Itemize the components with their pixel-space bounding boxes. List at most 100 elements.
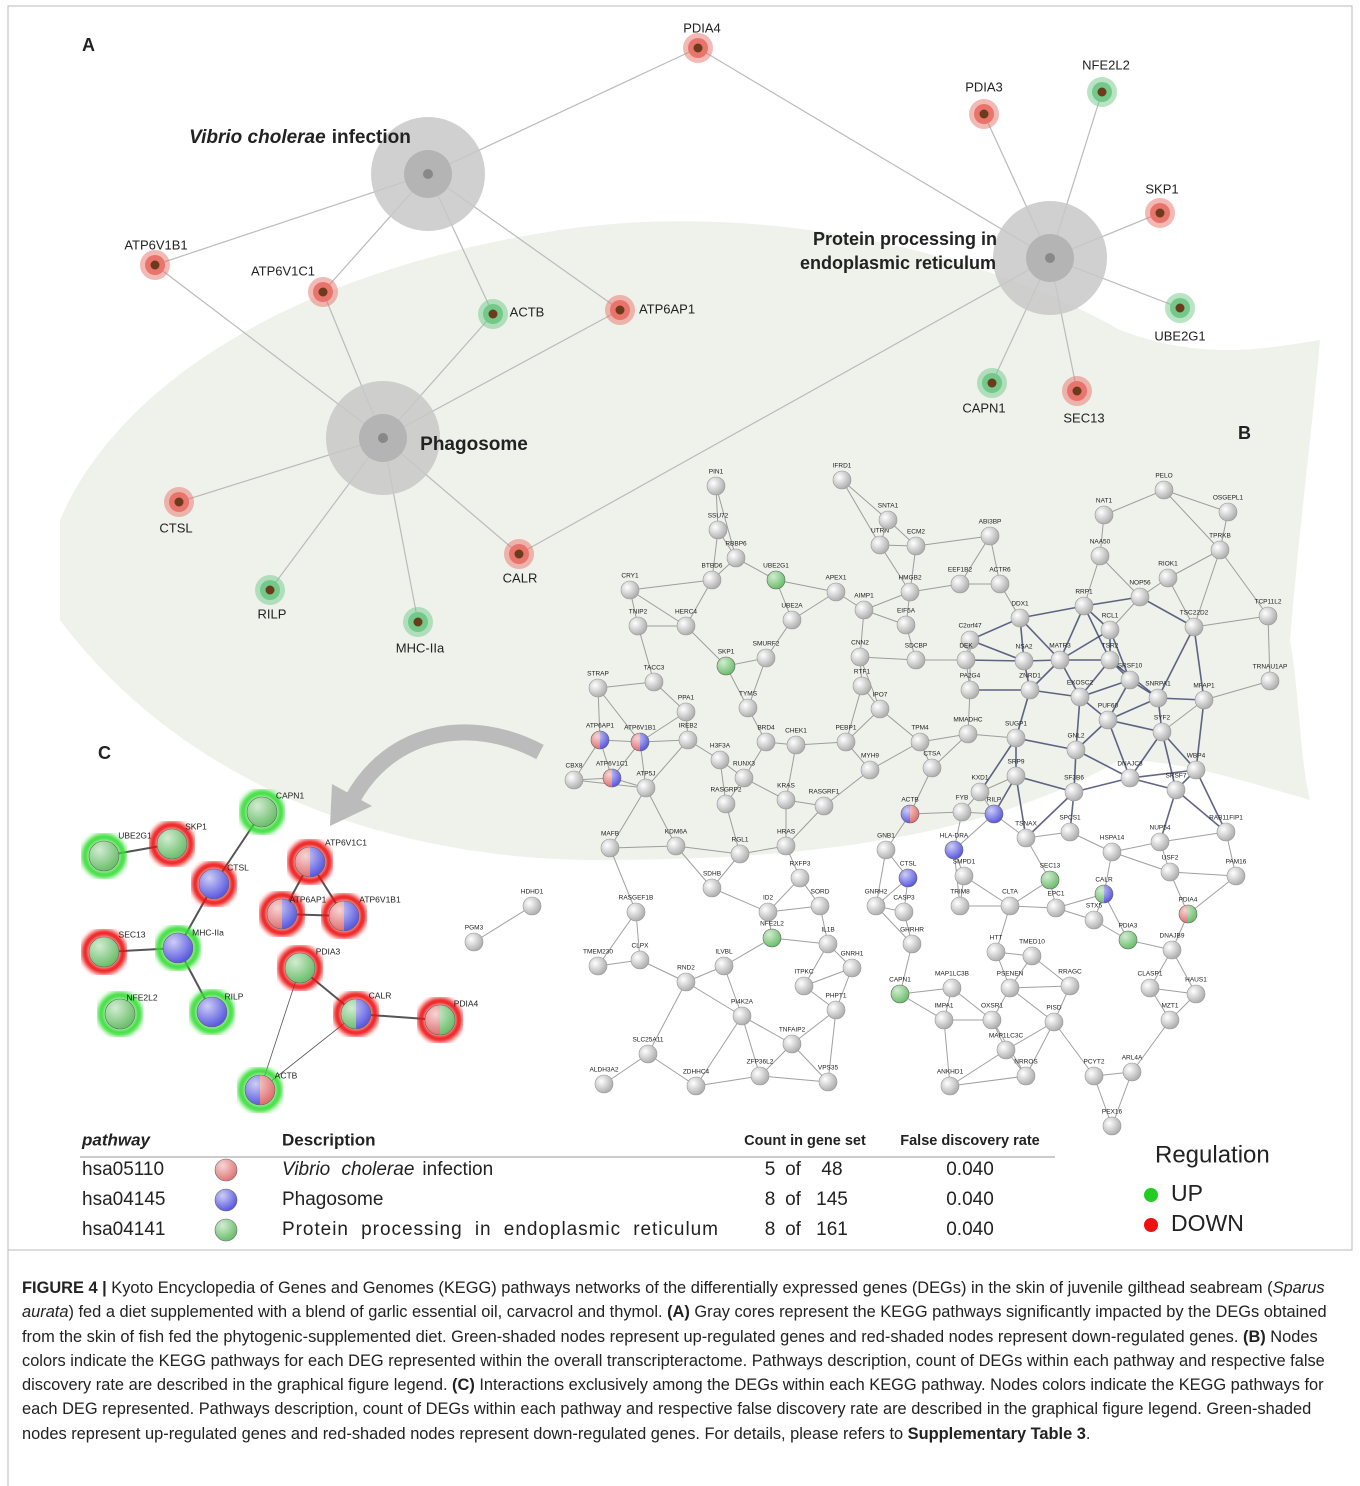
pathway-dot (423, 169, 433, 179)
network-node (861, 761, 879, 779)
gene-core (1176, 304, 1185, 313)
node-label: ZFP36L2 (747, 1059, 774, 1066)
caption-run: (C) (452, 1376, 475, 1394)
network-node (703, 879, 721, 897)
network-node (907, 537, 925, 555)
node-shine (603, 769, 621, 787)
gene-label: RILP (225, 991, 244, 1001)
pathway-label: Vibrio choleraeinfection (189, 127, 411, 148)
node-label: RRP1 (1075, 589, 1093, 596)
pathway-dot (1045, 253, 1055, 263)
caption-run: (A) (667, 1303, 690, 1321)
network-node (703, 571, 721, 589)
node-label: C2orf47 (958, 623, 982, 630)
network-node (837, 733, 855, 751)
network-node (1061, 823, 1079, 841)
gene-core (616, 306, 625, 315)
legend-title: Regulation (1155, 1141, 1270, 1168)
network-node (629, 617, 647, 635)
node-label: TRNAU1AP (1253, 664, 1288, 671)
node-label: IPO7 (873, 692, 888, 699)
node-label: NAT1 (1096, 498, 1113, 505)
network-node (997, 1041, 1015, 1059)
node-shine (1179, 905, 1197, 923)
network-node (727, 549, 745, 567)
network-node (1045, 1013, 1063, 1031)
node-label: TPM4 (911, 725, 929, 732)
node-label: ANKHD1 (937, 1069, 964, 1076)
network-node (595, 1075, 613, 1093)
node-label: H3F3A (710, 743, 731, 750)
node-label: PGM3 (465, 925, 484, 932)
network-node (987, 943, 1005, 961)
network-node (1153, 723, 1171, 741)
node-label: HTT (990, 935, 1003, 942)
network-edge (1054, 1022, 1094, 1076)
count: 8 (765, 1219, 776, 1240)
network-node (1015, 652, 1033, 670)
network-node (851, 648, 869, 666)
gene-core (489, 310, 498, 319)
node-label: RILP (987, 797, 1001, 804)
node-label: NRROS (1014, 1059, 1038, 1066)
network-node (1007, 729, 1025, 747)
node-label: EPC1 (1048, 891, 1065, 898)
node-shine (295, 847, 325, 877)
network-node (1161, 1011, 1179, 1029)
node-label: SMURF2 (753, 641, 780, 648)
table-header: False discovery rate (900, 1133, 1039, 1149)
node-label: SNTA1 (878, 503, 899, 510)
panel-label: B (1238, 423, 1251, 443)
node-label: SORD (811, 889, 830, 896)
node-label: NSA2 (1016, 644, 1033, 651)
gene-label: NFE2L2 (126, 992, 157, 1002)
node-label: PSENEN (997, 971, 1024, 978)
node-shine (1095, 885, 1113, 903)
network-node (1101, 651, 1119, 669)
gene-label: RILP (258, 606, 287, 621)
node-shine (631, 733, 649, 751)
node-label: PDIA3 (1119, 923, 1138, 930)
node-label: PEBP1 (836, 725, 857, 732)
node-label: HMGB2 (898, 575, 922, 582)
network-node (731, 845, 749, 863)
gene-label: ATP6V1C1 (251, 263, 315, 278)
network-edge (1170, 872, 1236, 876)
node-shine (89, 841, 119, 871)
network-edge (1132, 1020, 1170, 1072)
network-node (759, 903, 777, 921)
gene-core (414, 618, 423, 627)
node-label: HLA-DRA (940, 833, 969, 840)
network-node (819, 1073, 837, 1091)
network-node (871, 536, 889, 554)
network-node (895, 903, 913, 921)
pathway-dot (378, 433, 388, 443)
network-node (751, 1067, 769, 1085)
network-node (991, 575, 1009, 593)
node-shine (197, 997, 227, 1027)
node-label: ECM2 (907, 529, 925, 536)
gene-core (1156, 209, 1165, 218)
network-node (1149, 689, 1167, 707)
node-label: PHPT1 (826, 993, 847, 1000)
network-node (1061, 977, 1079, 995)
network-node (1131, 588, 1149, 606)
network-node (757, 649, 775, 667)
count-total: 161 (816, 1219, 848, 1240)
network-node (1071, 688, 1089, 706)
network-node (791, 869, 809, 887)
network-node (1155, 481, 1173, 499)
network-node (637, 779, 655, 797)
node-shine (899, 869, 917, 887)
network-node (1017, 1067, 1035, 1085)
node-label: NAA50 (1090, 539, 1111, 546)
node-label: RASGRP2 (710, 787, 741, 794)
network-node (1259, 607, 1277, 625)
network-node (795, 977, 813, 995)
node-label: KXD1 (972, 775, 989, 782)
network-node (1065, 783, 1083, 801)
network-node (1017, 829, 1035, 847)
node-label: MFAP1 (1193, 683, 1215, 690)
network-node (1185, 618, 1203, 636)
network-node (679, 731, 697, 749)
